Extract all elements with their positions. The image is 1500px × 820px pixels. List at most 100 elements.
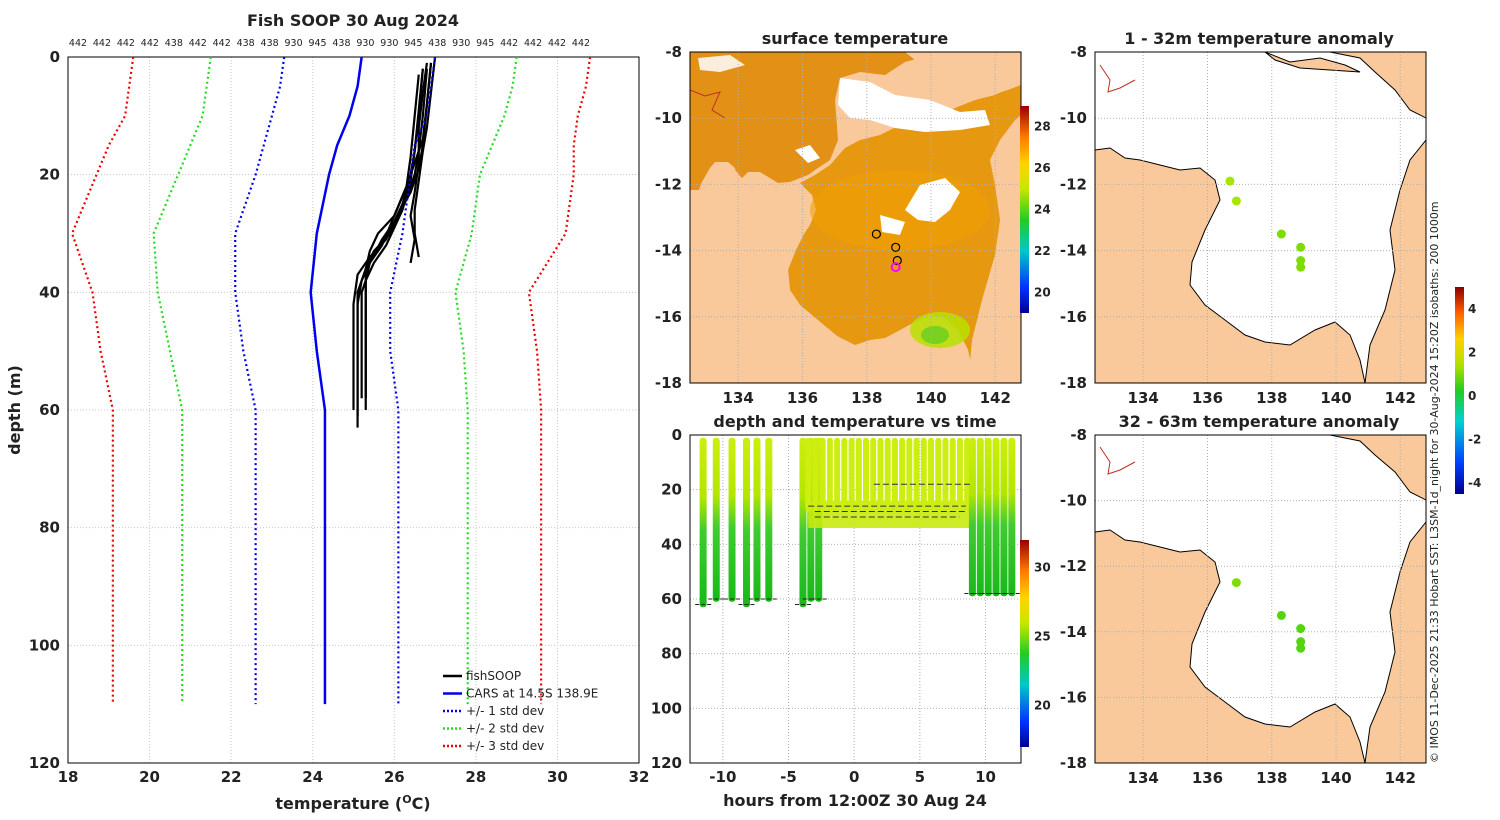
profile-top-label: 442 bbox=[572, 38, 590, 49]
map-y-tick-label: -10 bbox=[1060, 492, 1087, 510]
anomaly-shallow-point bbox=[1296, 262, 1306, 272]
depth-time-cast bbox=[992, 437, 1000, 597]
anomaly-deep-point bbox=[1276, 610, 1286, 620]
map-y-tick-label: -14 bbox=[1060, 623, 1087, 641]
profile-y-tick-label: 100 bbox=[29, 636, 60, 654]
profile-title: Fish SOOP 30 Aug 2024 bbox=[247, 11, 459, 30]
map-x-tick-label: 138 bbox=[1256, 769, 1287, 787]
anomaly-colorbar-tick-label: 4 bbox=[1468, 302, 1476, 316]
depth-time-shallow-cast bbox=[877, 437, 884, 512]
std-dev-line bbox=[70, 56, 135, 705]
profile-top-label: 930 bbox=[380, 38, 398, 49]
profile-top-label: 442 bbox=[213, 38, 231, 49]
depth-time-shallow-cast bbox=[956, 437, 963, 512]
profile-top-label: 438 bbox=[261, 38, 279, 49]
profile-y-tick-label: 20 bbox=[39, 166, 60, 184]
std-dev-line bbox=[234, 56, 286, 705]
depth-time-cast bbox=[753, 437, 761, 602]
depth-time-x-tick-label: 5 bbox=[915, 768, 925, 786]
depth-time-colorbar-ticks: 20 25 30 bbox=[1034, 561, 1051, 713]
profile-top-label: 442 bbox=[141, 38, 159, 49]
depth-time-shallow-cast bbox=[899, 437, 906, 512]
anomaly-colorbar-tick-label: 0 bbox=[1468, 389, 1476, 403]
depth-time-y-tick-label: 40 bbox=[661, 535, 682, 553]
sst-colorbar-ticks: 20 22 24 26 28 bbox=[1034, 120, 1051, 300]
sst-warm-patch bbox=[810, 170, 990, 250]
depth-time-shallow-cast bbox=[834, 437, 841, 512]
anomaly-colorbar bbox=[1455, 287, 1464, 494]
anomaly-colorbar-tick-label: -4 bbox=[1468, 476, 1481, 490]
profile-top-label: 442 bbox=[117, 38, 135, 49]
map-y-tick-label: -18 bbox=[1060, 374, 1087, 392]
depth-time-shallow-cast bbox=[841, 437, 848, 512]
sst-cast-marker bbox=[891, 242, 901, 252]
depth-time-shallow-cast bbox=[964, 437, 971, 512]
profile-top-label: 438 bbox=[332, 38, 350, 49]
anomaly-colorbar-ticks: 4 2 0 -2 -4 bbox=[1468, 302, 1481, 490]
anomaly-shallow-arnhem-land bbox=[1095, 147, 1366, 383]
depth-time-cast bbox=[699, 437, 707, 608]
depth-time-colorbar-tick-label: 20 bbox=[1034, 699, 1051, 713]
anomaly-shallow-point bbox=[1231, 196, 1241, 206]
profile-top-label: 930 bbox=[452, 38, 470, 49]
depth-time-shallow-cast bbox=[826, 437, 833, 512]
anomaly-deep-cape-york bbox=[1265, 435, 1426, 501]
depth-time-shallow-cast bbox=[949, 437, 956, 512]
depth-time-cast bbox=[712, 437, 720, 602]
depth-time-shallow-cast bbox=[819, 437, 826, 512]
depth-time-y-tick-label: 20 bbox=[661, 481, 682, 499]
profile-x-tick-label: 28 bbox=[465, 768, 486, 786]
anomaly-deep-point bbox=[1296, 637, 1306, 647]
profile-top-label: 438 bbox=[237, 38, 255, 49]
map-y-tick-label: -16 bbox=[1060, 688, 1087, 706]
anomaly-shallow-point bbox=[1276, 229, 1286, 239]
map-y-tick-label: -14 bbox=[655, 242, 682, 260]
map-y-tick-label: -16 bbox=[655, 308, 682, 326]
depth-time-shallow-cast bbox=[805, 437, 812, 512]
profile-top-label: 930 bbox=[356, 38, 374, 49]
sst-cloud-nw bbox=[698, 55, 745, 72]
depth-time-colorbar-tick-label: 30 bbox=[1034, 561, 1051, 575]
map-y-tick-label: -12 bbox=[1060, 175, 1087, 193]
depth-time-shallow-cast bbox=[812, 437, 819, 512]
map-x-tick-label: 134 bbox=[723, 389, 754, 407]
depth-time-x-tick-label: -5 bbox=[780, 768, 797, 786]
anomaly-shallow-point bbox=[1225, 176, 1235, 186]
depth-time-cast bbox=[765, 437, 773, 602]
sst-north-water bbox=[690, 52, 1021, 190]
sst-coolest-patch bbox=[921, 326, 949, 344]
profile-y-tick-label: 80 bbox=[39, 519, 60, 537]
depth-time-shallow-cast bbox=[942, 437, 949, 512]
sst-colorbar-tick-label: 24 bbox=[1034, 203, 1051, 217]
map-x-tick-label: 140 bbox=[915, 389, 946, 407]
sst-colorbar bbox=[1020, 106, 1029, 313]
sst-east-coast-land bbox=[968, 115, 1021, 383]
anomaly-shallow-river-lines bbox=[1099, 64, 1136, 93]
sst-colorbar-tick-label: 22 bbox=[1034, 244, 1051, 258]
map-x-tick-label: 134 bbox=[1128, 389, 1159, 407]
std-dev-line bbox=[389, 56, 437, 705]
anomaly-deep-river-lines bbox=[1099, 446, 1136, 475]
map-x-tick-label: 136 bbox=[787, 389, 818, 407]
profile-y-tick-label: 40 bbox=[39, 283, 60, 301]
anomaly-deep-ticks: 134 136 138 140 142 -8 -10 -12 -14 -16 -18 bbox=[1060, 426, 1416, 787]
anomaly-shallow-title: 1 - 32m temperature anomaly bbox=[1124, 29, 1394, 48]
anomaly-shallow-panel: 134 136 138 140 142 -8 -10 -12 -14 -16 -18 1 - 32m… bbox=[1060, 29, 1427, 407]
anomaly-deep-panel: 134 136 138 140 142 -8 -10 -12 -14 -16 -18 32 - 63… bbox=[1060, 287, 1481, 787]
anomaly-deep-point bbox=[1296, 624, 1306, 634]
depth-time-colorbar-tick-label: 25 bbox=[1034, 630, 1051, 644]
profile-x-tick-label: 20 bbox=[139, 768, 160, 786]
legend-label: +/- 1 std dev bbox=[466, 704, 544, 718]
map-x-tick-label: 134 bbox=[1128, 769, 1159, 787]
anomaly-deep-axes-frame bbox=[1094, 434, 1427, 764]
sst-title: surface temperature bbox=[762, 29, 949, 48]
profile-axes-frame bbox=[67, 56, 640, 764]
depth-time-shallow-cast bbox=[906, 437, 913, 512]
depth-time-shallow-cast bbox=[920, 437, 927, 512]
cars-mean-line bbox=[309, 56, 363, 705]
anomaly-shallow-point bbox=[1296, 242, 1306, 252]
profile-y-tick-label: 60 bbox=[39, 401, 60, 419]
